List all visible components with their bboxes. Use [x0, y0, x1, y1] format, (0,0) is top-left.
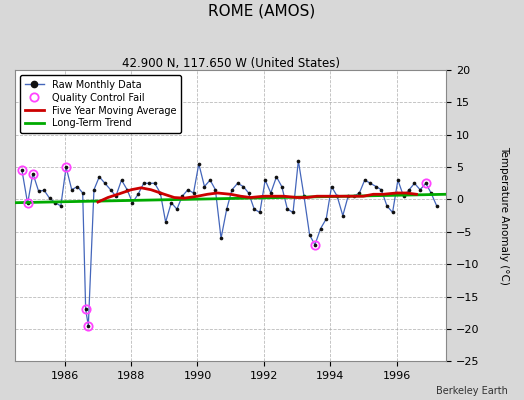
- Point: [194, 161, 203, 167]
- Point: [228, 186, 236, 193]
- Point: [81, 306, 90, 313]
- Legend: Raw Monthly Data, Quality Control Fail, Five Year Moving Average, Long-Term Tren: Raw Monthly Data, Quality Control Fail, …: [20, 75, 181, 133]
- Text: ROME (AMOS): ROME (AMOS): [209, 4, 315, 19]
- Point: [117, 177, 126, 183]
- Point: [333, 193, 341, 200]
- Point: [239, 183, 247, 190]
- Point: [211, 186, 220, 193]
- Point: [272, 174, 281, 180]
- Point: [322, 216, 331, 222]
- Point: [123, 186, 132, 193]
- Point: [161, 219, 170, 225]
- Point: [328, 183, 336, 190]
- Point: [300, 193, 308, 200]
- Point: [167, 200, 176, 206]
- Point: [184, 186, 192, 193]
- Text: Berkeley Earth: Berkeley Earth: [436, 386, 508, 396]
- Point: [101, 180, 109, 186]
- Point: [250, 206, 258, 212]
- Point: [68, 186, 76, 193]
- Point: [394, 177, 402, 183]
- Point: [29, 170, 37, 177]
- Point: [57, 203, 65, 209]
- Y-axis label: Temperature Anomaly (°C): Temperature Anomaly (°C): [499, 146, 509, 285]
- Point: [206, 177, 214, 183]
- Point: [84, 322, 93, 329]
- Point: [261, 177, 269, 183]
- Point: [294, 158, 302, 164]
- Point: [223, 206, 231, 212]
- Point: [200, 183, 209, 190]
- Point: [112, 193, 120, 200]
- Point: [350, 193, 358, 200]
- Point: [79, 190, 87, 196]
- Point: [217, 235, 225, 242]
- Point: [405, 186, 413, 193]
- Point: [139, 180, 148, 186]
- Point: [366, 180, 375, 186]
- Point: [278, 183, 286, 190]
- Point: [234, 180, 242, 186]
- Point: [289, 209, 297, 216]
- Title: 42.900 N, 117.650 W (United States): 42.900 N, 117.650 W (United States): [122, 57, 340, 70]
- Point: [361, 177, 369, 183]
- Point: [344, 193, 352, 200]
- Point: [35, 188, 43, 194]
- Point: [24, 200, 32, 206]
- Point: [150, 180, 159, 186]
- Point: [90, 186, 98, 193]
- Point: [422, 180, 430, 186]
- Point: [355, 190, 364, 196]
- Point: [51, 200, 59, 206]
- Point: [256, 209, 264, 216]
- Point: [173, 206, 181, 212]
- Point: [134, 191, 143, 198]
- Point: [178, 193, 187, 200]
- Point: [283, 206, 291, 212]
- Point: [416, 186, 424, 193]
- Point: [399, 193, 408, 200]
- Point: [388, 209, 397, 216]
- Point: [45, 195, 53, 201]
- Point: [18, 167, 26, 174]
- Point: [156, 190, 165, 196]
- Point: [73, 183, 82, 190]
- Point: [128, 200, 137, 206]
- Point: [377, 186, 386, 193]
- Point: [267, 190, 275, 196]
- Point: [383, 203, 391, 209]
- Point: [316, 225, 325, 232]
- Point: [62, 164, 70, 170]
- Point: [372, 183, 380, 190]
- Point: [305, 232, 314, 238]
- Point: [311, 242, 319, 248]
- Point: [339, 212, 347, 219]
- Point: [410, 180, 419, 186]
- Point: [40, 187, 48, 194]
- Point: [95, 174, 103, 180]
- Point: [427, 190, 435, 196]
- Point: [244, 190, 253, 196]
- Point: [145, 180, 153, 186]
- Point: [189, 190, 198, 196]
- Point: [106, 186, 115, 193]
- Point: [432, 203, 441, 209]
